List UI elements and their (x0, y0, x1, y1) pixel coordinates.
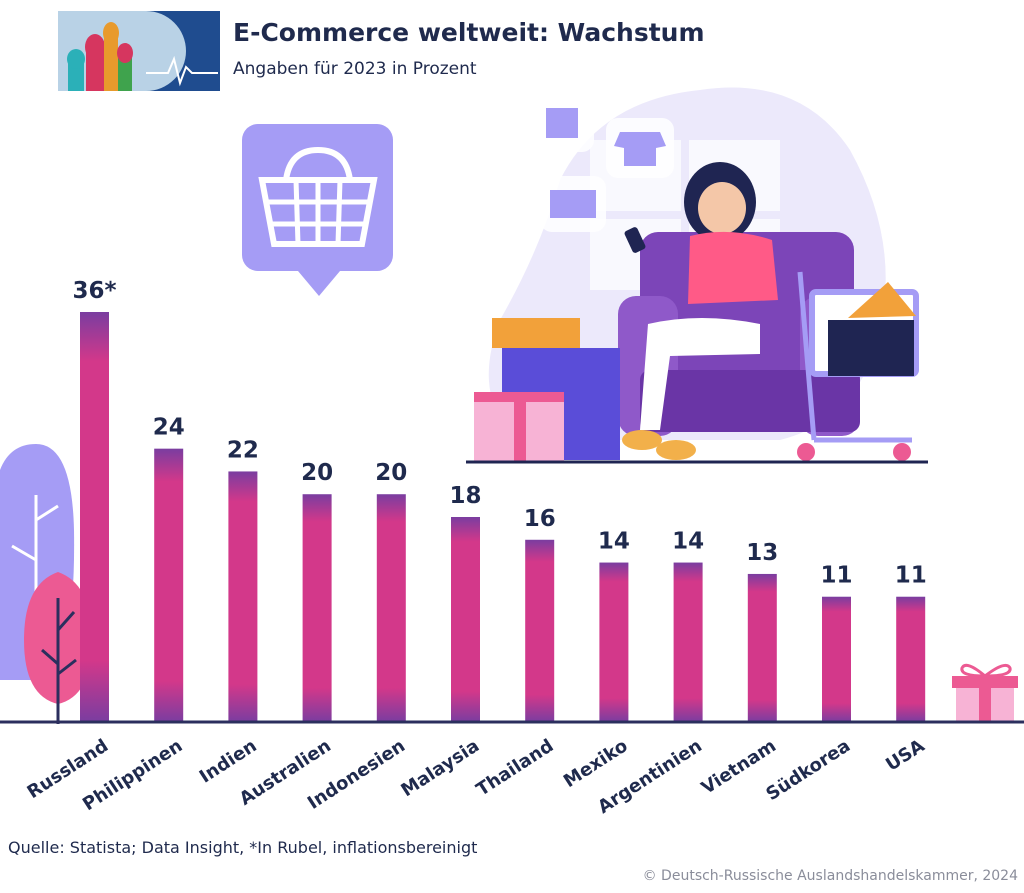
value-label: 13 (746, 540, 778, 566)
bar-thailand (525, 539, 555, 722)
bar-südkorea (822, 596, 851, 722)
source-note: Quelle: Statista; Data Insight, *In Rube… (8, 838, 478, 857)
category-label: Thailand (473, 735, 558, 800)
tree-icon (0, 444, 92, 724)
gift-box-icon (952, 663, 1018, 722)
value-label: 11 (895, 563, 927, 589)
bar-usa (896, 596, 926, 722)
bar-malaysia (451, 517, 480, 722)
value-label: 24 (153, 415, 185, 441)
category-label: USA (882, 735, 928, 775)
category-label: Indien (196, 735, 261, 787)
value-label: 36* (72, 278, 116, 304)
logo-icon (58, 11, 220, 91)
value-label: 11 (820, 563, 852, 589)
page-subtitle: Angaben für 2023 in Prozent (233, 59, 477, 79)
shopping-basket-icon (242, 124, 393, 296)
value-label: 20 (301, 460, 333, 486)
value-label: 18 (449, 483, 481, 509)
value-label: 16 (524, 506, 556, 532)
bar-russland (80, 312, 109, 722)
bar-indonesien (376, 494, 406, 722)
value-label: 20 (375, 460, 407, 486)
bar-mexiko (599, 562, 629, 722)
value-label: 14 (672, 529, 704, 555)
bar-australien (302, 494, 332, 722)
copyright-note: © Deutsch-Russische Auslandshandelskamme… (642, 868, 1018, 884)
woman-shopping-on-phone-illustration (466, 87, 928, 464)
category-label: Malaysia (397, 735, 483, 801)
category-label: Südkorea (762, 735, 854, 805)
value-label: 22 (227, 437, 259, 463)
bar-argentinien (673, 562, 703, 722)
value-label: 14 (598, 529, 630, 555)
bar-philippinen (154, 448, 184, 722)
bar-vietnam (747, 573, 777, 722)
bar-indien (228, 471, 258, 722)
page-title: E-Commerce weltweit: Wachstum (233, 18, 705, 47)
